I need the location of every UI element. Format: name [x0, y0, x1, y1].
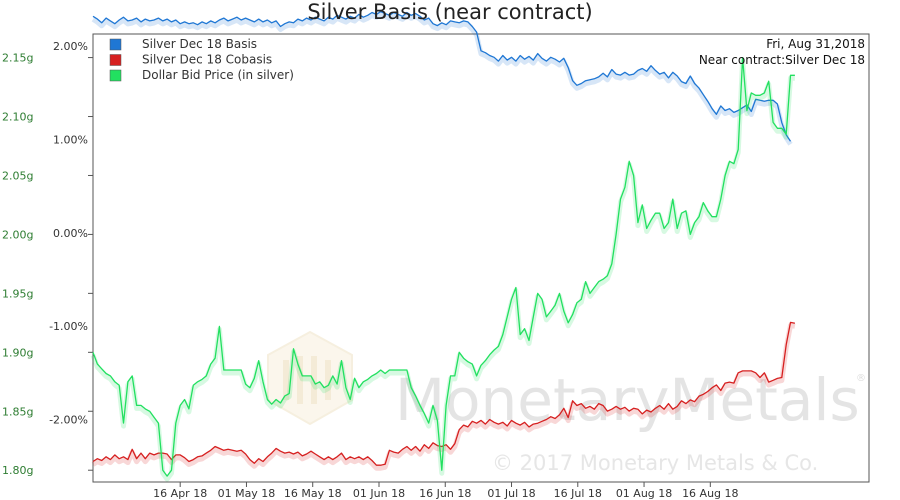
watermark-copyright: © 2017 Monetary Metals & Co.	[492, 451, 818, 475]
left-axis-tick-label: 1.95g	[2, 287, 33, 300]
right-axis-tick-label: 0.00%	[53, 227, 88, 240]
info-date: Fri, Aug 31,2018	[766, 37, 865, 51]
left-axis-tick-label: 1.90g	[2, 346, 33, 359]
x-axis-tick-label: 16 May 18	[284, 487, 342, 500]
x-axis-tick-label: 01 Aug 18	[616, 487, 672, 500]
x-axis: 16 Apr 18 01 May 18 16 May 18 01 Jun 18 16 J…	[153, 482, 739, 500]
right-axis-tick-label: 1.00%	[53, 133, 88, 146]
left-axis-tick-label: 2.10g	[2, 111, 33, 124]
x-axis-tick-label: 01 May 18	[218, 487, 276, 500]
x-axis-tick-label: 01 Jun 18	[353, 487, 405, 500]
plot-area-frame	[92, 33, 870, 483]
right-axis-tick-label: -1.00%	[49, 320, 88, 333]
watermark-registered-mark: ®	[856, 373, 866, 384]
watermark-brand: MonetaryMetals	[395, 366, 860, 434]
chart-title: Silver Basis (near contract)	[307, 0, 592, 24]
x-axis-tick-label: 01 Jul 18	[487, 487, 535, 500]
left-axis-tick-label: 1.85g	[2, 405, 33, 418]
legend-swatch-silver-dec-18-cobasis	[109, 54, 122, 66]
legend-label-silver-dec-18-basis: Silver Dec 18 Basis	[142, 37, 257, 51]
monetary-metals-logo-icon	[267, 330, 353, 426]
legend-label-dollar-bid-price-in-silver: Dollar Bid Price (in silver)	[142, 68, 294, 82]
legend-label-silver-dec-18-cobasis: Silver Dec 18 Cobasis	[142, 53, 272, 67]
series-line-silver-dec-18-basis	[92, 10, 792, 142]
right-axis: 2.00% 1.00% 0.00% -1.00% -2.00%	[49, 40, 88, 426]
series-glow-silver-dec-18-cobasis	[91, 322, 796, 471]
x-axis-tick-label: 16 Jul 18	[554, 487, 602, 500]
series-glow-silver-dec-18-basis	[91, 12, 793, 146]
legend: Silver Dec 18 Basis Silver Dec 18 Cobasis…	[109, 37, 294, 82]
series-line-dollar-bid-price-in-silver	[92, 56, 795, 477]
watermark: MonetaryMetals ® © 2017 Monetary Metals …	[267, 330, 866, 475]
right-axis-tick-label: -2.00%	[49, 413, 88, 426]
right-axis-tick-label: 2.00%	[53, 40, 88, 53]
legend-swatch-silver-dec-18-basis	[109, 38, 122, 51]
left-axis-tick-label: 1.80g	[2, 464, 33, 477]
left-axis-tick-label: 2.15g	[2, 52, 33, 65]
x-axis-tick-label: 16 Aug 18	[682, 487, 738, 500]
left-axis: 2.15g 2.10g 2.05g 2.00g 1.95g 1.90g 1.85g 1.80g	[2, 52, 93, 477]
left-axis-tick-label: 2.05g	[2, 169, 33, 182]
info-contract: Near contract:Silver Dec 18	[699, 53, 865, 67]
left-axis-tick-label: 2.00g	[2, 228, 33, 241]
series-layer	[90, 10, 796, 482]
legend-swatch-dollar-bid-price-in-silver	[109, 69, 122, 82]
x-axis-tick-label: 16 Apr 18	[153, 487, 207, 500]
x-axis-tick-label: 16 Jun 18	[419, 487, 471, 500]
